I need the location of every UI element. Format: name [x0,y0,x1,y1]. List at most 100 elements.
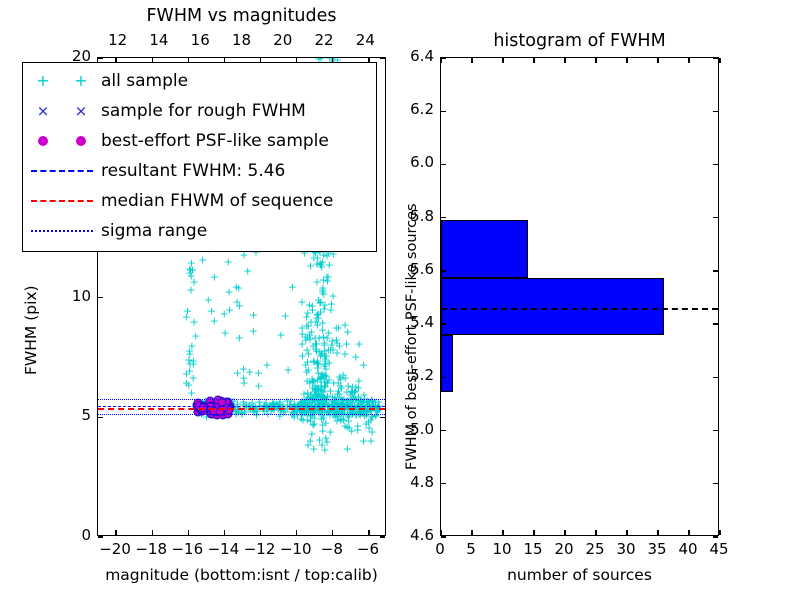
y-tick [380,296,385,299]
data-point-all-sample: + [311,387,321,401]
data-point-all-sample: + [330,406,340,420]
data-point-all-sample: + [268,396,278,410]
data-point-all-sample: + [310,391,321,405]
data-point-all-sample: + [297,349,308,363]
data-point-all-sample: + [318,403,328,417]
data-point-all-sample: + [343,379,353,393]
data-point-all-sample: + [320,392,331,406]
data-point-all-sample: + [326,399,336,413]
data-point-all-sample: + [312,318,323,332]
data-point-all-sample: + [317,438,327,452]
legend-row[interactable]: median FHWM of sequence [23,186,376,216]
data-point-all-sample: + [250,405,260,419]
data-point-all-sample: + [209,314,219,328]
data-point-all-sample: + [231,280,241,294]
data-point-all-sample: + [308,405,318,419]
data-point-all-sample: + [309,403,319,417]
data-point-all-sample: + [320,369,331,383]
data-point-all-sample: + [239,376,249,390]
data-point-all-sample: + [306,325,316,339]
data-point-all-sample: + [315,296,325,310]
data-point-all-sample: + [322,389,333,403]
data-point-all-sample: + [337,399,348,413]
data-point-all-sample: + [317,409,327,423]
legend-label: sample for rough FWHM [101,101,306,121]
data-point-all-sample: + [294,399,304,413]
histogram-bar[interactable] [441,220,528,278]
data-point-all-sample: + [324,405,334,419]
histogram-bar[interactable] [441,277,665,335]
histogram-bar[interactable] [441,334,454,392]
data-point-all-sample: + [310,391,320,405]
data-point-all-sample: + [357,405,367,419]
data-point-all-sample: + [363,415,374,429]
data-point-all-sample: + [295,403,305,417]
hist-y-tick [713,110,718,112]
data-point-all-sample: + [327,394,337,408]
data-point-all-sample: + [184,353,194,367]
data-point-all-sample: + [351,380,361,394]
data-point-all-sample: + [337,412,347,426]
data-point-all-sample: + [324,326,334,340]
x-tick [332,58,334,63]
legend-row[interactable]: best-effort PSF-like sample [23,126,376,156]
data-point-all-sample: + [315,387,325,401]
data-point-all-sample: + [338,407,348,421]
data-point-all-sample: + [232,405,242,419]
data-point-all-sample: + [336,397,347,411]
legend-row[interactable]: + + all sample [23,66,376,96]
data-point-all-sample: + [319,370,329,384]
data-point-all-sample: + [312,393,322,407]
data-point-all-sample: + [355,406,366,420]
data-point-all-sample: + [311,381,321,395]
data-point-all-sample: + [369,399,379,413]
data-point-all-sample: + [282,394,292,408]
data-point-all-sample: + [275,409,285,423]
histogram-plot-axes[interactable] [440,57,721,538]
data-point-all-sample: + [348,407,358,421]
data-point-all-sample: + [317,369,327,383]
data-point-all-sample: + [322,393,332,407]
data-point-all-sample: + [285,398,295,412]
data-point-all-sample: + [317,255,327,269]
data-point-all-sample: + [347,386,358,400]
data-point-all-sample: + [310,404,321,418]
data-point-all-sample: + [320,379,330,393]
data-point-all-sample: + [339,392,349,406]
data-point-all-sample: + [303,386,313,400]
legend[interactable]: + + all sample × × sample for rough FWHM best-… [22,62,377,252]
data-point-all-sample: + [321,375,331,389]
data-point-all-sample: + [296,398,306,412]
data-point-all-sample: + [312,311,322,325]
data-point-all-sample: + [318,411,329,425]
filled-circle-icon [76,136,86,146]
data-point-all-sample: + [325,404,335,418]
data-point-all-sample: + [181,376,192,390]
data-point-all-sample: + [320,352,331,366]
data-point-all-sample: + [307,372,317,386]
data-point-all-sample: + [316,379,326,393]
data-point-all-sample: + [347,406,357,420]
legend-label: median FHWM of sequence [101,191,334,211]
data-point-all-sample: + [332,401,342,415]
legend-row[interactable]: sigma range [23,216,376,246]
hist-x-tick [688,530,690,535]
legend-row[interactable]: × × sample for rough FWHM [23,96,376,126]
data-point-all-sample: + [331,333,342,347]
data-point-all-sample: + [316,58,325,63]
x-tick [259,530,262,535]
data-point-all-sample: + [232,397,243,411]
data-point-all-sample: + [334,399,345,413]
data-point-all-sample: + [303,399,313,413]
data-point-all-sample: + [290,397,300,411]
data-point-all-sample: + [324,258,334,272]
legend-row[interactable]: resultant FWHM: 5.46 [23,156,376,186]
data-point-all-sample: + [329,376,339,390]
data-point-all-sample: + [310,400,321,414]
data-point-all-sample: + [185,364,195,378]
data-point-all-sample: + [238,395,248,409]
data-point-all-sample: + [298,394,308,408]
data-point-all-sample: + [310,337,321,351]
data-point-all-sample: + [335,398,345,412]
data-point-all-sample: + [313,381,323,395]
